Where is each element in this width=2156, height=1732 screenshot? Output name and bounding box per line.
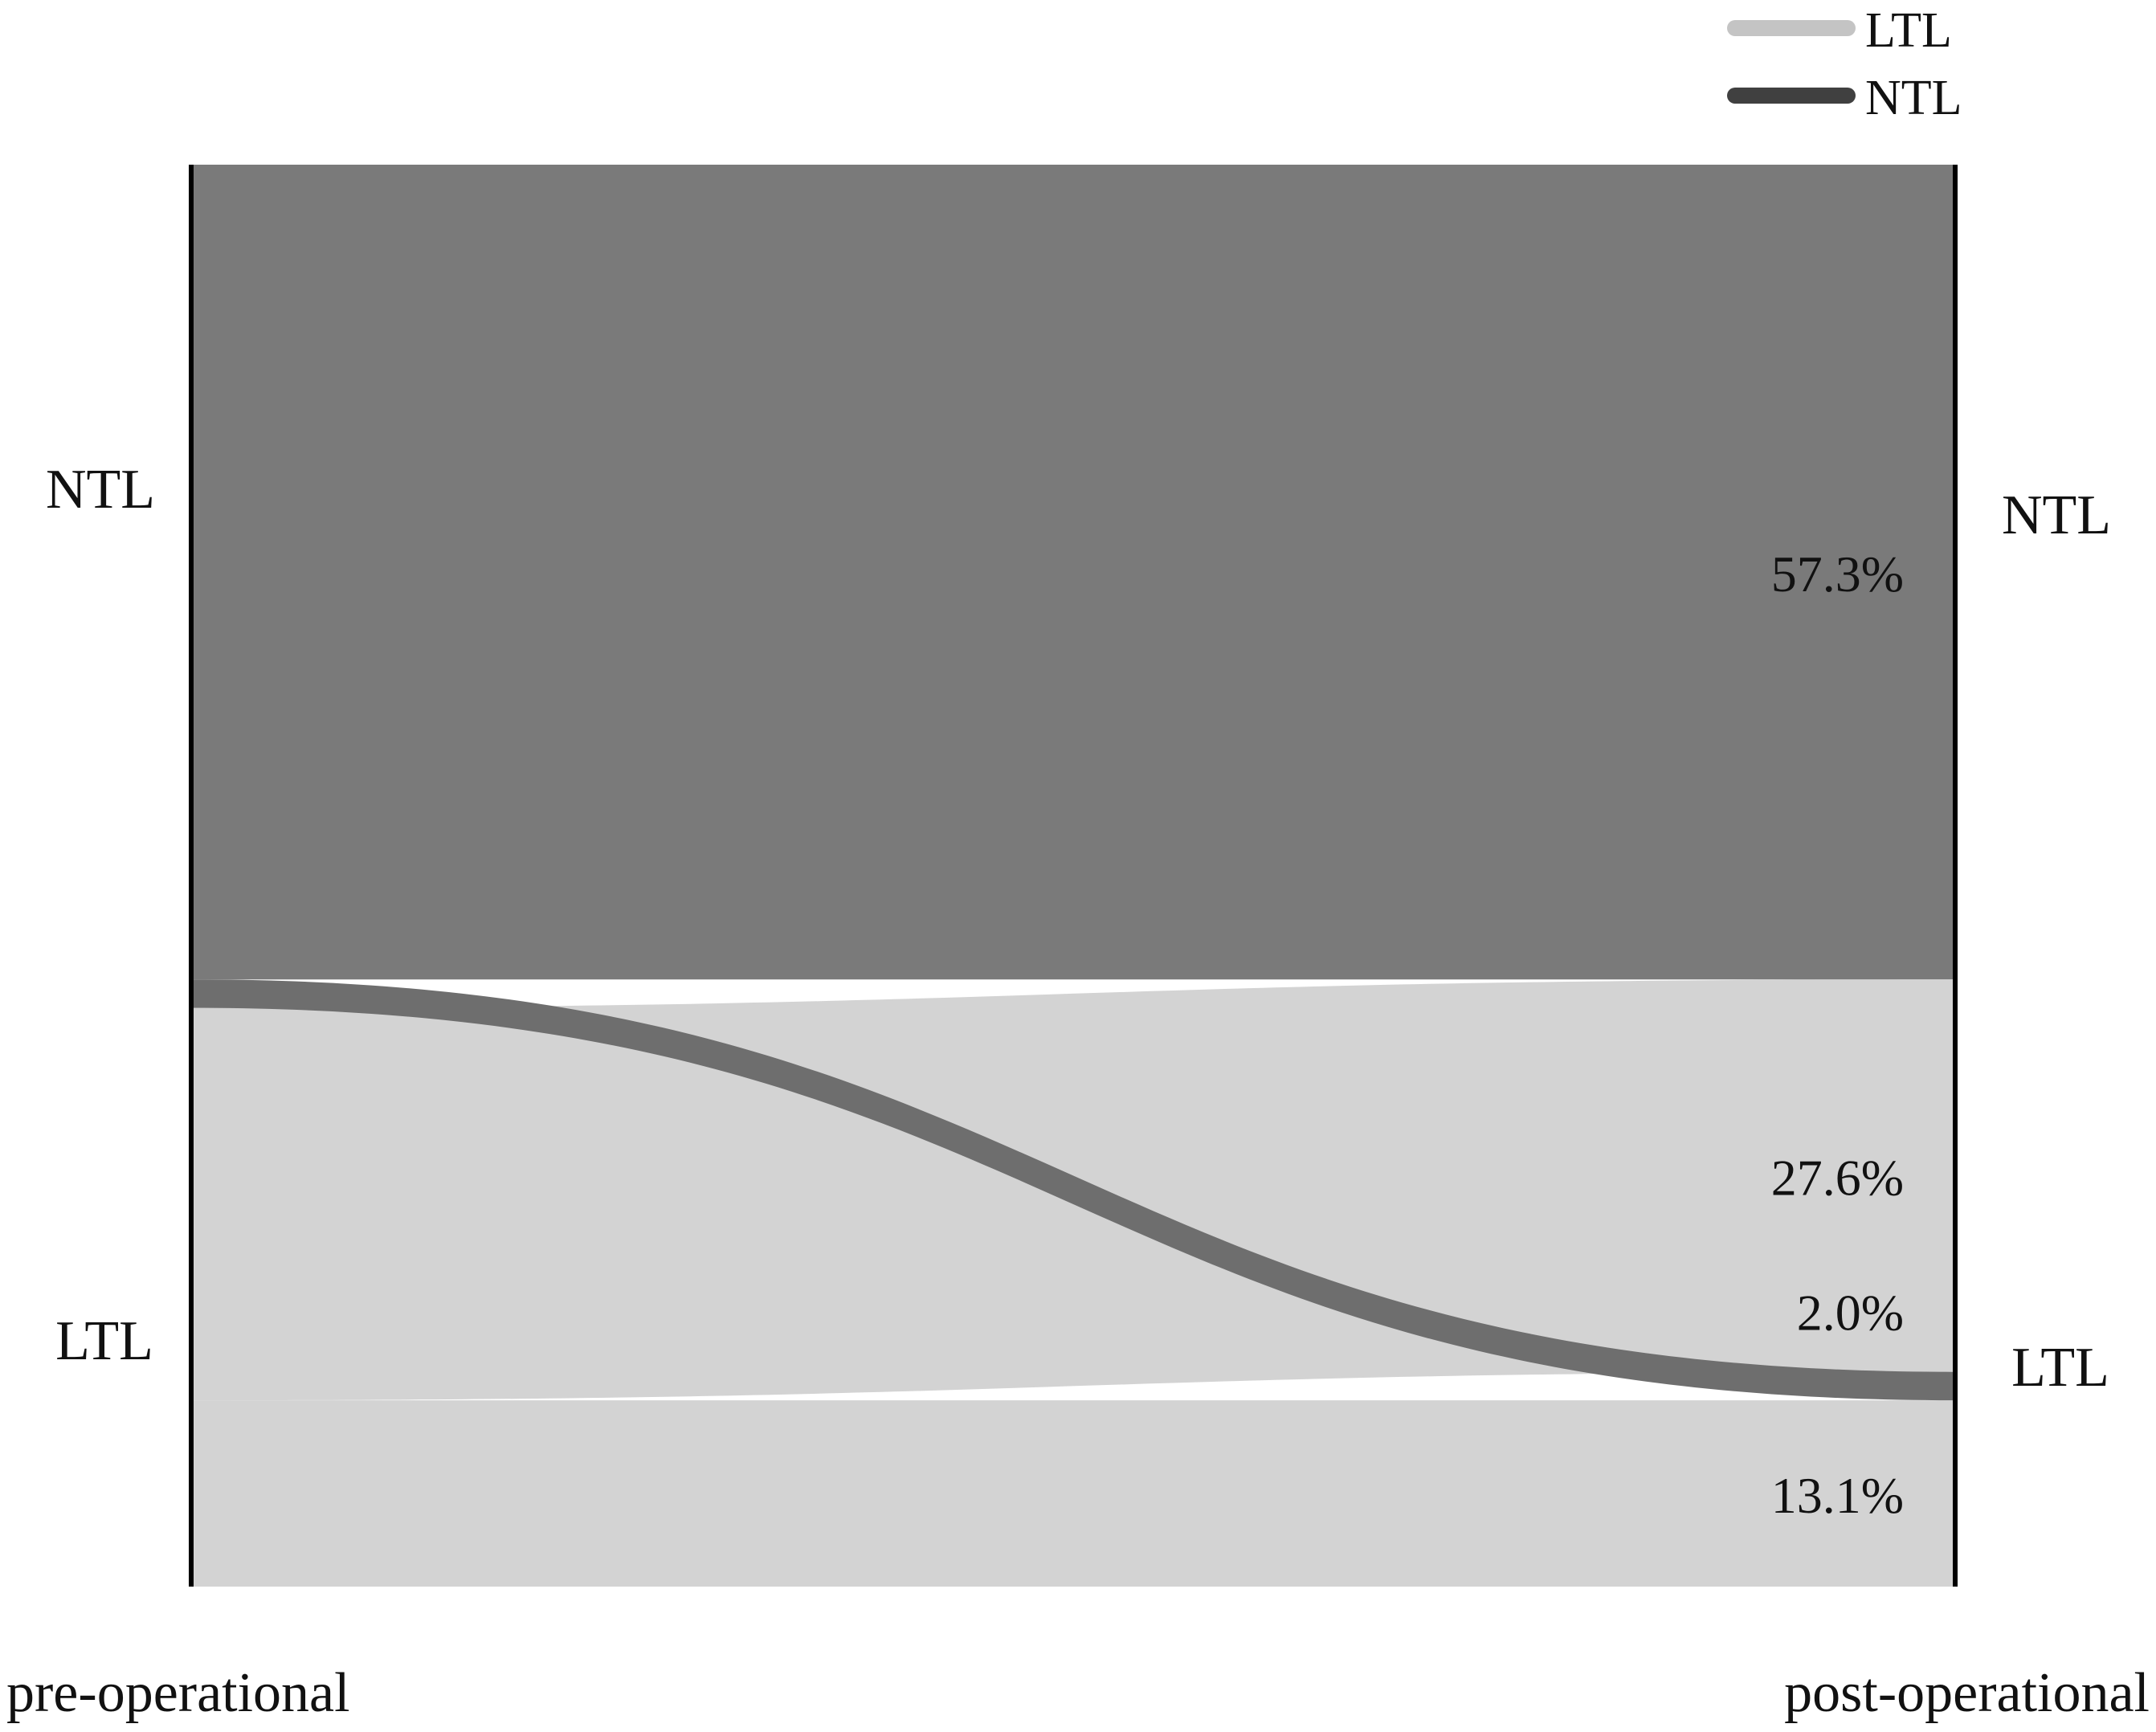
legend-label-ltl: LTL — [1865, 3, 1952, 58]
flow-label-ntl-to-ltl: 2.0% — [1797, 1285, 1904, 1342]
right-node-label-ntl: NTL — [2002, 484, 2111, 546]
legend-label-ntl: NTL — [1865, 71, 1962, 125]
flows-layer — [193, 165, 1954, 1587]
right-node-label-ltl: LTL — [2011, 1337, 2109, 1399]
left-node-label-ntl: NTL — [46, 459, 155, 521]
right-axis-title: post-operational — [1784, 1662, 2150, 1724]
flow-label-ntl-to-ntl: 57.3% — [1771, 545, 1904, 603]
left-node-label-ltl: LTL — [55, 1310, 153, 1372]
flow-label-ltl-to-ltl: 13.1% — [1771, 1467, 1904, 1524]
flow-band-ntl-to-ltl — [193, 979, 1954, 1401]
flow-band-ltl-to-ltl — [193, 1400, 1954, 1587]
legend: LTL NTL — [1727, 3, 1962, 125]
flow-band-ntl-to-ntl — [193, 165, 1954, 980]
flow-labels-layer: 57.3% 27.6% 2.0% 13.1% — [1771, 545, 1904, 1524]
left-axis-title: pre-operational — [6, 1662, 350, 1724]
flow-label-ltl-to-ntl: 27.6% — [1771, 1149, 1904, 1206]
